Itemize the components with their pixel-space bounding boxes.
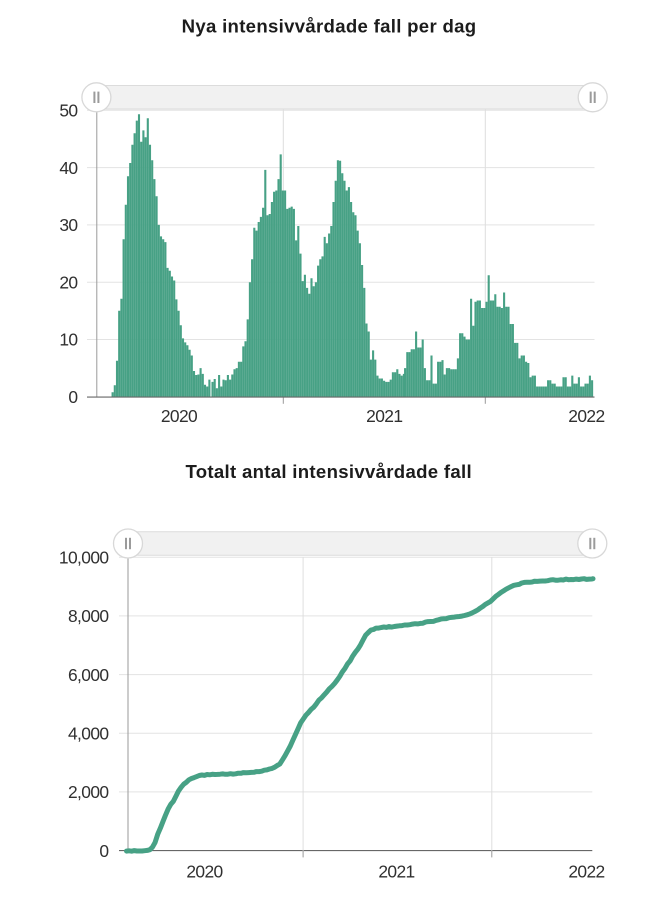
svg-text:2020: 2020 (186, 861, 222, 881)
svg-text:2021: 2021 (366, 406, 402, 426)
svg-text:2022: 2022 (568, 406, 604, 426)
svg-text:4,000: 4,000 (68, 723, 109, 743)
svg-text:2021: 2021 (378, 861, 414, 881)
svg-text:10: 10 (59, 330, 77, 350)
svg-text:30: 30 (59, 215, 77, 235)
svg-text:2020: 2020 (161, 406, 197, 426)
svg-text:0: 0 (99, 841, 108, 861)
svg-text:8,000: 8,000 (68, 606, 109, 626)
svg-text:2022: 2022 (568, 861, 604, 881)
svg-text:2,000: 2,000 (68, 782, 109, 802)
svg-text:40: 40 (59, 158, 77, 178)
svg-text:10,000: 10,000 (59, 547, 109, 567)
svg-text:6,000: 6,000 (68, 665, 109, 685)
svg-text:0: 0 (68, 387, 77, 407)
svg-text:20: 20 (59, 272, 77, 292)
svg-text:Totalt antal intensivvårdade f: Totalt antal intensivvårdade fall (185, 461, 471, 482)
svg-text:Nya intensivvårdade fall per d: Nya intensivvårdade fall per dag (182, 16, 477, 37)
svg-text:50: 50 (59, 101, 77, 121)
